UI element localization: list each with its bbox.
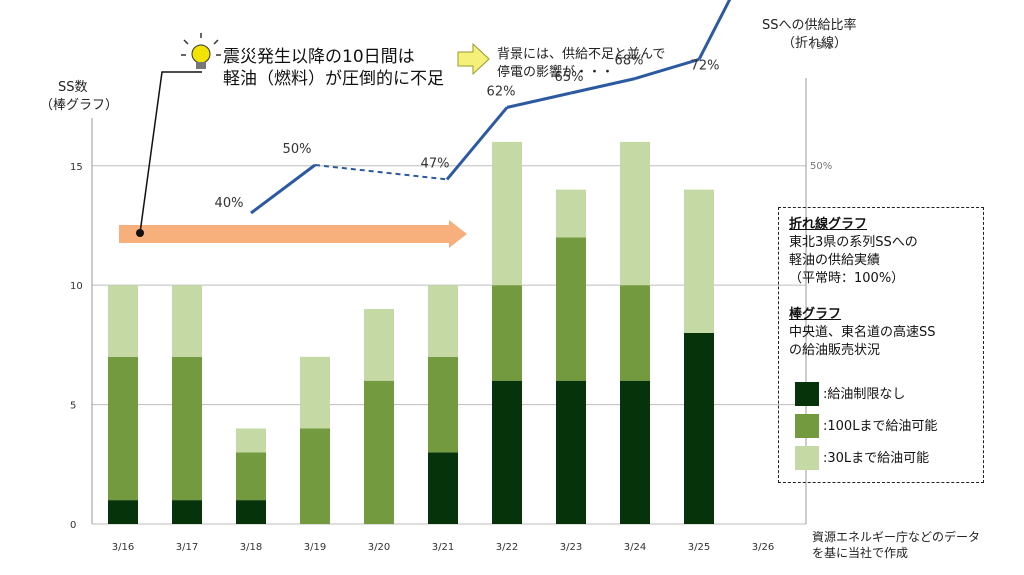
y-tick-label: 10 (70, 281, 83, 292)
x-tick-label: 3/24 (624, 542, 646, 553)
lightbulb-icon (191, 44, 211, 64)
bar-3-21-s0 (428, 452, 458, 524)
y-tick-label: 15 (70, 162, 83, 173)
lightbulb-ray-icon (183, 39, 189, 45)
bar-3-21-s2 (428, 285, 458, 357)
bar-3-19-s1 (300, 428, 330, 524)
line-data-label: 72% (691, 58, 720, 73)
legend-swatch-30l (795, 446, 819, 470)
legend-box: 折れ線グラフ 東北3県の系列SSへの 軽油の供給実績 （平常時：100%） 棒グ… (778, 207, 984, 483)
sub-note-line-1: 背景には、供給不足と並んで (497, 47, 666, 62)
bar-3-22-s1 (492, 285, 522, 381)
bar-3-24-s0 (620, 380, 650, 524)
x-tick-label: 3/17 (176, 542, 198, 553)
bar-3-22-s2 (492, 141, 522, 286)
legend-bar-desc-1: 中央道、東名道の高速SS (789, 325, 936, 340)
x-tick-label: 3/18 (240, 542, 262, 553)
supply-line-segment (445, 106, 509, 181)
legend-item-100l: :100Lまで給油可能 (823, 419, 938, 434)
x-tick-label: 3/26 (752, 542, 774, 553)
line-data-label: 40% (215, 196, 244, 211)
left-axis-title-1: SS数 (58, 80, 88, 95)
legend-line-desc-3: （平常時：100%） (789, 271, 905, 286)
lightbulb-base-icon (196, 62, 206, 69)
sub-note-line-2: 停電の影響が・・・ (497, 65, 615, 80)
bar-3-21-s1 (428, 356, 458, 453)
legend-swatch-100l (795, 414, 819, 438)
legend-item-30l: :30Lまで給油可能 (823, 451, 930, 466)
line-data-label: 50% (283, 142, 312, 157)
bar-3-20-s2 (364, 309, 394, 381)
line-data-label: 62% (487, 84, 516, 99)
bar-3-19-s2 (300, 356, 330, 429)
source-note-1: 資源エネルギー庁などのデータ (812, 530, 981, 544)
right-tick-label: 50% (810, 161, 832, 172)
x-tick-label: 3/19 (304, 542, 326, 553)
bar-3-18-s2 (236, 428, 266, 453)
x-tick-label: 3/25 (688, 542, 710, 553)
right-axis-title-2: （折れ線） (782, 36, 848, 51)
bar-3-23-s2 (556, 189, 586, 238)
right-axis-title-1: SSへの供給比率 (762, 18, 857, 33)
bar-3-25-s0 (684, 332, 714, 524)
legend-line-desc-1: 東北3県の系列SSへの (789, 235, 918, 250)
bar-3-17-s1 (172, 356, 202, 501)
orange-arrow (119, 220, 467, 248)
bar-3-18-s1 (236, 452, 266, 501)
line-data-label: 65% (555, 70, 584, 85)
x-tick-label: 3/23 (560, 542, 582, 553)
bar-3-23-s1 (556, 237, 586, 381)
callout-dot (136, 229, 144, 237)
y-tick-label: 5 (70, 401, 76, 412)
bar-3-24-s1 (620, 285, 650, 381)
supply-line-segment (570, 77, 636, 95)
supply-line-segment (697, 0, 732, 61)
legend-bar-desc-2: の給油販売状況 (789, 343, 881, 358)
bar-3-16-s2 (108, 285, 138, 357)
legend-swatch-unlimited (795, 382, 819, 406)
legend-line-heading: 折れ線グラフ (789, 217, 868, 232)
line-data-label: 68% (615, 54, 644, 69)
x-tick-label: 3/20 (368, 542, 390, 553)
bar-3-25-s2 (684, 189, 714, 333)
bar-3-16-s0 (108, 500, 138, 524)
yellow-arrow-icon (457, 42, 490, 76)
x-tick-label: 3/22 (496, 542, 518, 553)
lightbulb-ray-icon (213, 39, 219, 45)
x-tick-label: 3/21 (432, 542, 454, 553)
bar-3-18-s0 (236, 500, 266, 524)
callout-pointer (139, 71, 202, 234)
source-note-2: を基に当社で作成 (812, 546, 909, 560)
main-note-line-2: 軽油（燃料）が圧倒的に不足 (223, 69, 444, 89)
supply-line-segment (634, 57, 700, 81)
main-note-line-1: 震災発生以降の10日間は (223, 47, 415, 67)
bar-3-23-s0 (556, 380, 586, 524)
y-tick-label: 0 (70, 520, 76, 531)
bar-3-22-s0 (492, 380, 522, 524)
supply-line-segment (314, 164, 448, 181)
legend-line-desc-2: 軽油の供給実績 (789, 253, 881, 268)
bar-3-20-s1 (364, 380, 394, 524)
supply-line-segment (250, 163, 316, 215)
bar-3-17-s2 (172, 285, 202, 357)
supply-line-segment (506, 91, 572, 109)
x-tick-label: 3/16 (112, 542, 134, 553)
line-data-label: 47% (421, 156, 450, 171)
bar-3-16-s1 (108, 356, 138, 501)
bar-3-24-s2 (620, 141, 650, 286)
legend-item-unlimited: :給油制限なし (823, 387, 906, 402)
bar-3-17-s0 (172, 500, 202, 524)
left-axis-title-2: （棒グラフ） (40, 98, 119, 113)
legend-bar-heading: 棒グラフ (789, 307, 842, 322)
right-tick-label: 75% (810, 41, 832, 52)
